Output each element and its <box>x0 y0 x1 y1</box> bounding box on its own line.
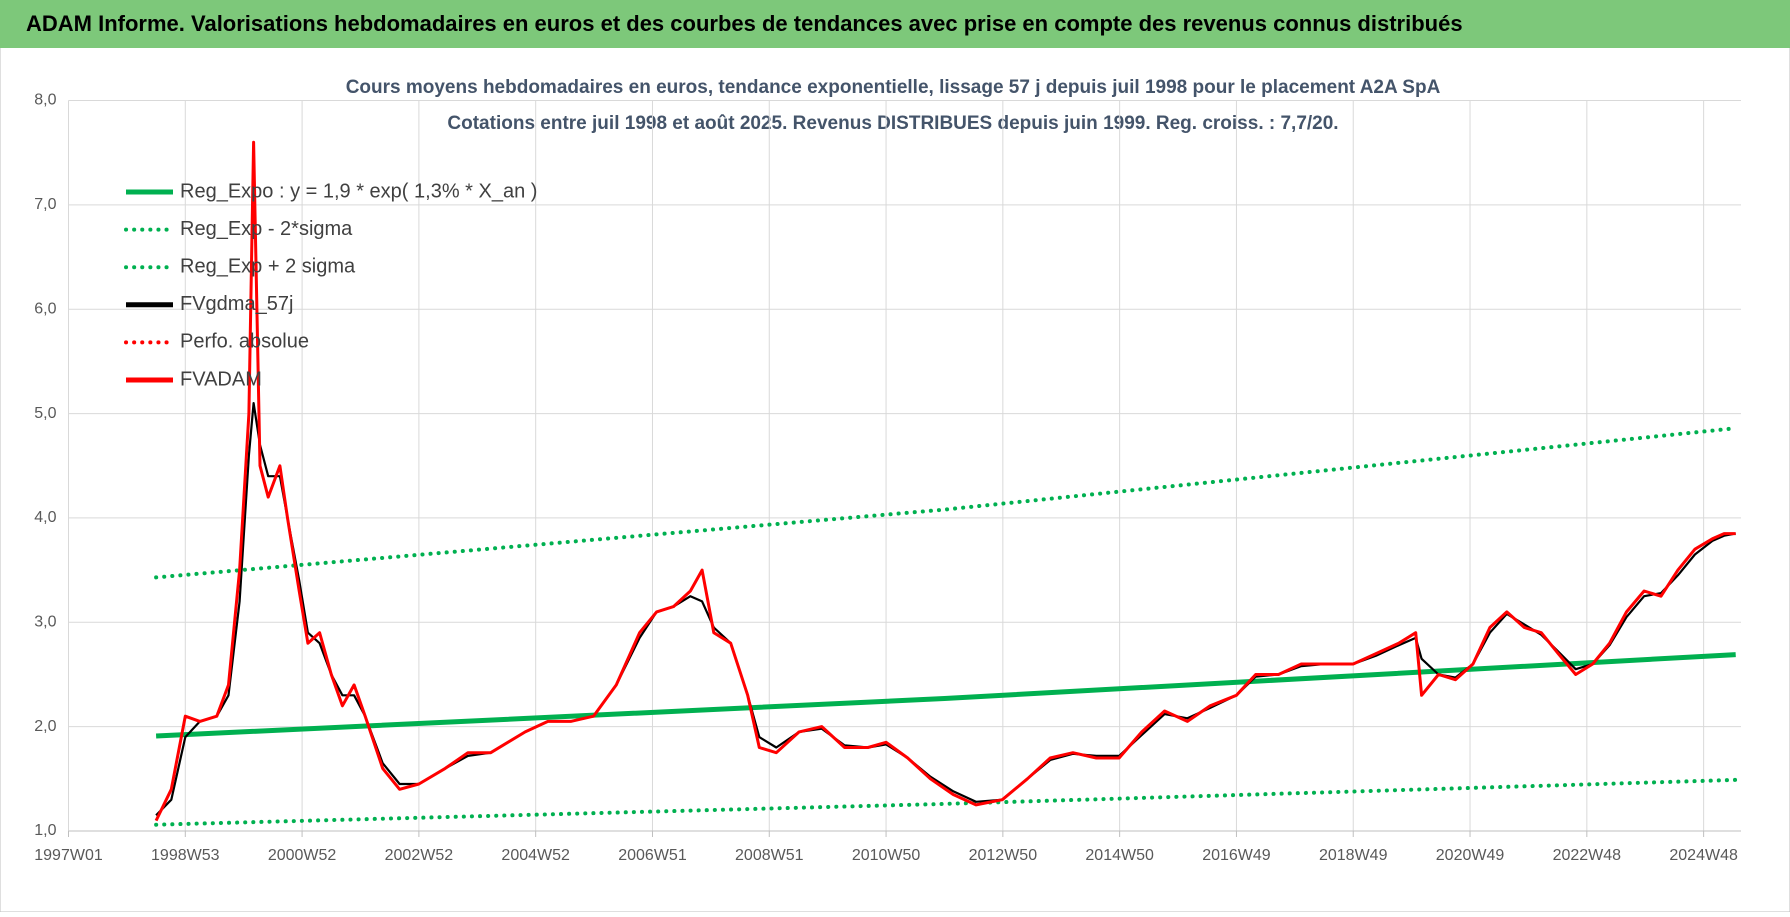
legend-label: Reg_Exp - 2*sigma <box>180 218 353 240</box>
y-tick-label: 5,0 <box>34 405 56 422</box>
x-tick-label: 2012W50 <box>969 847 1038 864</box>
series-line <box>155 652 1736 739</box>
y-tick-label: 3,0 <box>34 614 56 631</box>
x-tick-label: 2024W48 <box>1669 847 1738 864</box>
x-tick-label: 2022W48 <box>1553 847 1622 864</box>
legend-label: FVADAM <box>180 368 262 390</box>
x-tick-label: 2018W49 <box>1319 847 1388 864</box>
series-line <box>154 426 1738 580</box>
plot <box>154 140 1738 827</box>
x-tick-label: 2006W51 <box>618 847 687 864</box>
x-tick-label: 2010W50 <box>852 847 921 864</box>
x-tick-label: 1998W53 <box>151 847 220 864</box>
legend-label: Reg_Exp + 2 sigma <box>180 255 356 277</box>
x-tick-label: 2014W50 <box>1085 847 1154 864</box>
header-bar <box>0 0 1790 48</box>
legend-label: FVgdma_57j <box>180 293 293 315</box>
x-tick-label: 2002W52 <box>385 847 454 864</box>
x-tick-label: 2020W49 <box>1436 847 1505 864</box>
series-line <box>154 140 1736 822</box>
legend: Reg_Expo : y = 1,9 * exp( 1,3% * X_an ) R… <box>124 180 537 390</box>
header-title: ADAM Informe. Valorisations hebdomadaire… <box>26 11 1463 36</box>
y-tick-label: 4,0 <box>34 509 56 526</box>
y-tick-label: 2,0 <box>34 718 56 735</box>
x-tick-label: 2016W49 <box>1202 847 1271 864</box>
x-tick-label: 1997W01 <box>34 847 103 864</box>
chart-title: Cours moyens hebdomadaires en euros, ten… <box>346 77 1441 98</box>
y-tick-label: 8,0 <box>34 92 56 109</box>
grid: 1,0 2,0 3,0 4,0 5,0 6,0 7,0 8,0 1997W01 1998W53 20… <box>34 92 1741 864</box>
chart-subtitle: Cotations entre juil 1998 et août 2025. … <box>447 113 1338 134</box>
y-tick-label: 7,0 <box>34 196 56 213</box>
legend-label: Perfo. absolue <box>180 331 309 353</box>
x-tick-label: 2004W52 <box>501 847 570 864</box>
y-tick-label: 1,0 <box>34 822 56 839</box>
legend-label: Reg_Expo : y = 1,9 * exp( 1,3% * X_an ) <box>180 180 537 202</box>
y-tick-label: 6,0 <box>34 300 56 317</box>
x-tick-label: 2008W51 <box>735 847 804 864</box>
x-tick-label: 2000W52 <box>268 847 337 864</box>
